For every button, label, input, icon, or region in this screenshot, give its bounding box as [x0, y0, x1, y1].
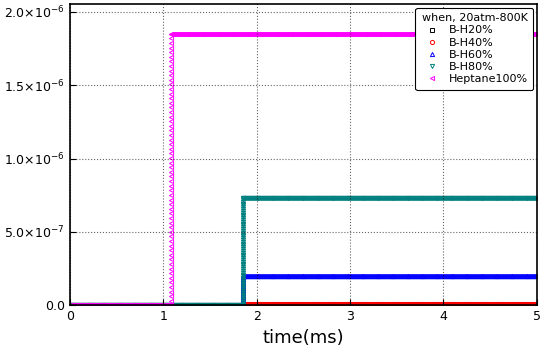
- B-H20%: [350, 303, 356, 307]
- B-H60%: [379, 274, 385, 278]
- B-H40%: [379, 302, 385, 306]
- B-H40%: [70, 303, 77, 307]
- B-H40%: [455, 302, 462, 306]
- Heptane100%: [70, 303, 77, 307]
- B-H60%: [70, 303, 77, 307]
- B-H40%: [110, 303, 116, 307]
- B-H60%: [66, 303, 73, 307]
- B-H80%: [534, 196, 540, 200]
- Heptane100%: [350, 32, 356, 36]
- Heptane100%: [167, 32, 174, 36]
- Legend: B-H20%, B-H40%, B-H60%, B-H80%, Heptane100%: B-H20%, B-H40%, B-H60%, B-H80%, Heptane1…: [415, 8, 534, 90]
- B-H80%: [110, 303, 116, 307]
- B-H60%: [534, 274, 540, 278]
- B-H20%: [167, 303, 174, 307]
- B-H60%: [455, 274, 462, 278]
- Line: B-H40%: B-H40%: [68, 302, 539, 307]
- Line: B-H80%: B-H80%: [68, 196, 539, 307]
- B-H80%: [455, 196, 462, 200]
- Heptane100%: [534, 32, 540, 36]
- Heptane100%: [379, 32, 385, 36]
- Heptane100%: [468, 32, 475, 36]
- B-H80%: [379, 196, 385, 200]
- B-H60%: [468, 274, 475, 278]
- B-H80%: [239, 196, 246, 200]
- B-H60%: [350, 274, 356, 278]
- B-H20%: [534, 303, 540, 307]
- B-H80%: [66, 303, 73, 307]
- B-H20%: [70, 303, 77, 307]
- Line: B-H60%: B-H60%: [68, 274, 539, 307]
- Heptane100%: [110, 303, 117, 307]
- B-H20%: [110, 303, 117, 307]
- B-H40%: [350, 302, 356, 306]
- Heptane100%: [455, 32, 462, 36]
- B-H80%: [468, 196, 475, 200]
- B-H40%: [468, 302, 475, 306]
- B-H20%: [66, 303, 73, 307]
- B-H80%: [350, 196, 356, 200]
- B-H60%: [110, 303, 116, 307]
- Line: B-H20%: B-H20%: [68, 303, 539, 307]
- B-H20%: [455, 303, 462, 307]
- B-H40%: [534, 302, 540, 306]
- X-axis label: time(ms): time(ms): [263, 329, 344, 347]
- Line: Heptane100%: Heptane100%: [68, 32, 539, 307]
- B-H20%: [379, 303, 385, 307]
- Heptane100%: [66, 303, 73, 307]
- B-H40%: [66, 303, 73, 307]
- B-H80%: [70, 303, 77, 307]
- B-H40%: [239, 302, 246, 306]
- B-H20%: [468, 303, 475, 307]
- B-H60%: [239, 274, 246, 278]
